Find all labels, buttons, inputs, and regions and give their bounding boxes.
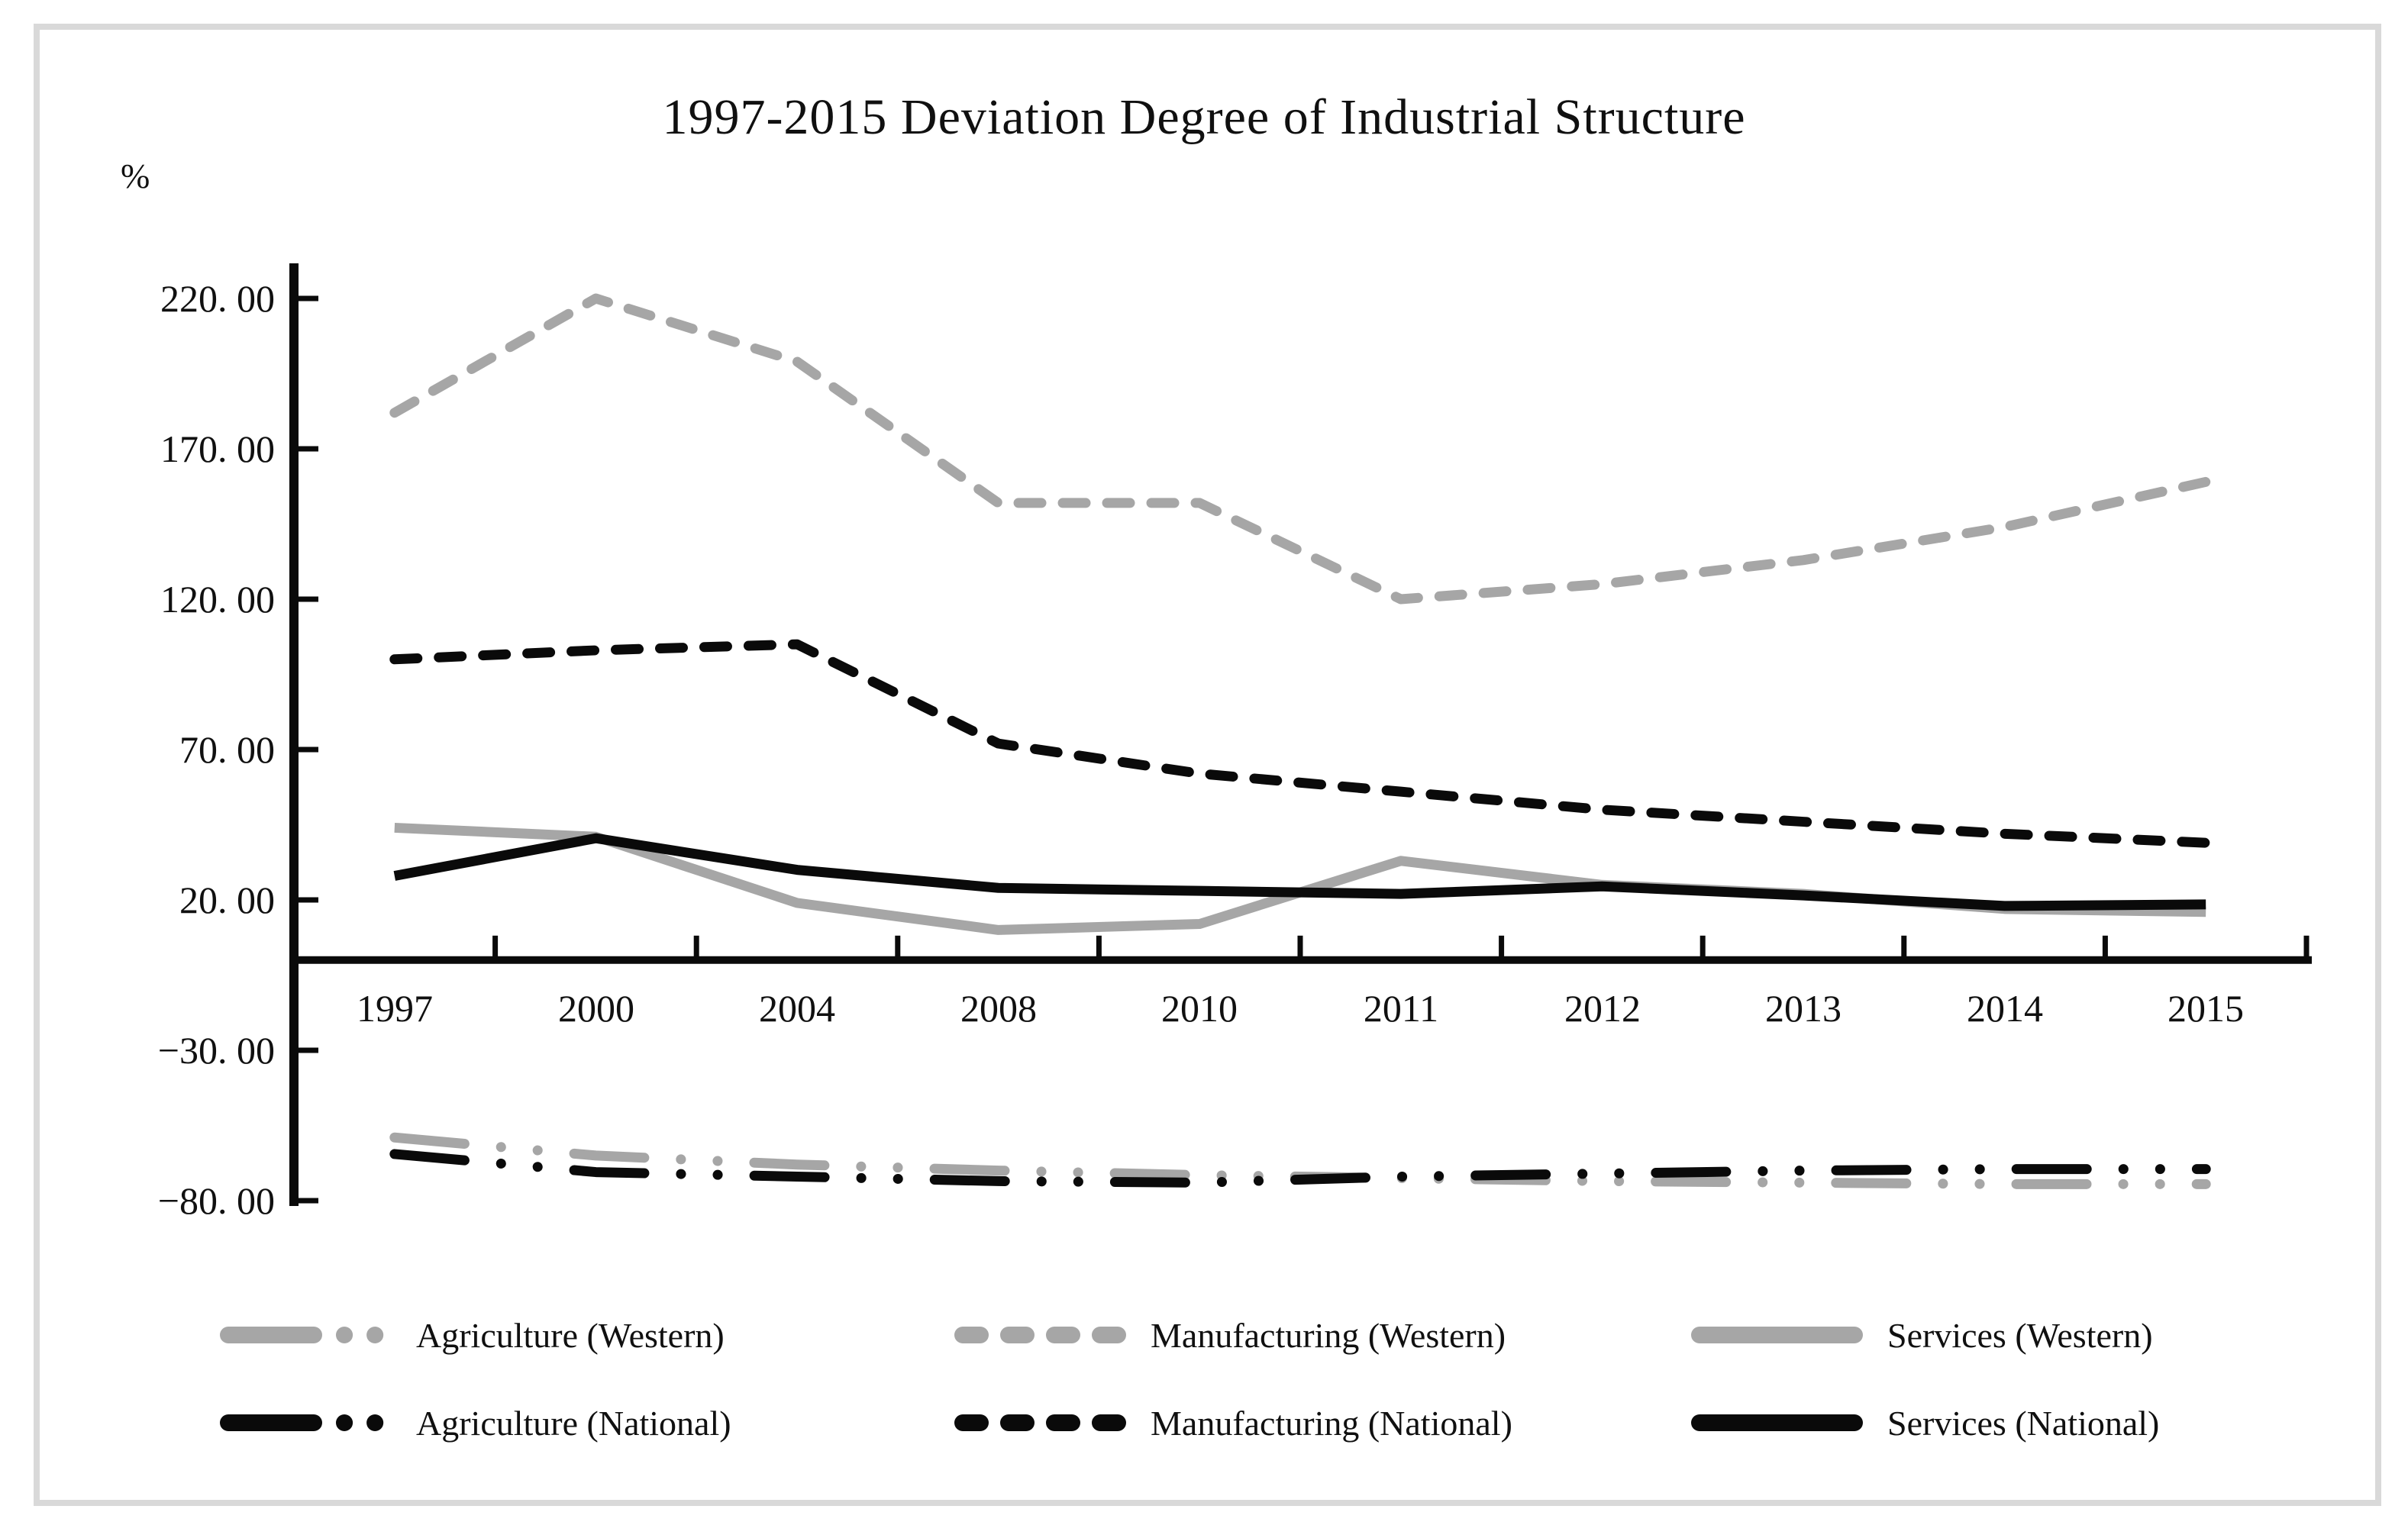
legend-swatch-agriculture-national <box>220 1414 392 1431</box>
legend-item: Manufacturing (Western) <box>954 1314 1506 1356</box>
y-tick-label: 70. 00 <box>179 728 275 771</box>
y-tick-label: 120. 00 <box>160 578 275 621</box>
legend-swatch-manufacturing-western <box>954 1327 1126 1343</box>
y-tick-label: −30. 00 <box>157 1029 275 1072</box>
x-tick-label: 2008 <box>960 987 1037 1030</box>
series-line-services-western- <box>394 822 2206 935</box>
legend-swatch-services-western <box>1691 1327 1863 1343</box>
x-tick-label: 2011 <box>1363 987 1439 1030</box>
y-axis-unit-label: % <box>121 156 150 195</box>
legend-swatch-services-national <box>1691 1414 1863 1431</box>
y-tick-label: 220. 00 <box>160 277 275 320</box>
x-tick-label: 2010 <box>1161 987 1238 1030</box>
x-tick-label: 2014 <box>1967 987 2043 1030</box>
legend-item: Agriculture (National) <box>220 1401 731 1444</box>
legend-item: Services (Western) <box>1691 1314 2153 1356</box>
legend-label: Manufacturing (National) <box>1151 1403 1512 1443</box>
legend-label: Manufacturing (Western) <box>1151 1315 1506 1355</box>
legend-item: Services (National) <box>1691 1401 2159 1444</box>
chart-title: 1997-2015 Deviation Degree of Industrial… <box>662 89 1746 145</box>
y-tick-label: 170. 00 <box>160 427 275 470</box>
y-tick-label: 20. 00 <box>179 879 275 921</box>
series-line-manufacturing-national- <box>389 639 2211 848</box>
legend-label: Services (Western) <box>1887 1315 2153 1355</box>
legend-item: Agriculture (Western) <box>220 1314 725 1356</box>
legend-item: Manufacturing (National) <box>954 1401 1512 1444</box>
x-tick-label: 2012 <box>1564 987 1641 1030</box>
x-tick-label: 2015 <box>2168 987 2244 1030</box>
legend-swatch-agriculture-western <box>220 1327 392 1343</box>
legend-label: Services (National) <box>1887 1403 2160 1443</box>
series-line-manufacturing-western- <box>389 293 2211 605</box>
x-tick-label: 2013 <box>1765 987 1842 1030</box>
y-tick-label: −80. 00 <box>157 1179 275 1222</box>
series-line-agriculture-national- <box>389 1149 2211 1188</box>
x-tick-label: 2004 <box>759 987 835 1030</box>
chart-border <box>34 24 2381 1506</box>
x-tick-label: 1997 <box>357 987 433 1030</box>
legend-swatch-manufacturing-national <box>954 1414 1126 1431</box>
x-tick-label: 2000 <box>558 987 634 1030</box>
legend-label: Agriculture (National) <box>416 1403 731 1443</box>
legend-label: Agriculture (Western) <box>416 1315 725 1355</box>
series-line-services-national- <box>393 833 2206 911</box>
